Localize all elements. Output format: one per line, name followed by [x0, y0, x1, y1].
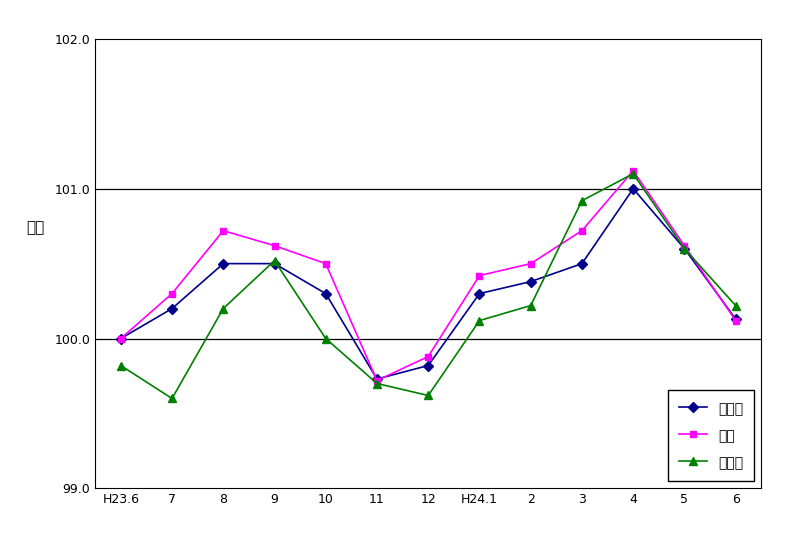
松阪市: [423, 392, 433, 399]
津市: [116, 335, 125, 342]
津市: [628, 168, 638, 174]
津市: [680, 243, 689, 249]
津市: [372, 377, 381, 384]
松阪市: [219, 305, 228, 312]
三重県: [372, 376, 381, 382]
松阪市: [526, 302, 535, 309]
三重県: [219, 260, 228, 267]
津市: [731, 317, 741, 324]
三重県: [116, 335, 125, 342]
三重県: [475, 290, 485, 297]
三重県: [167, 305, 177, 312]
三重県: [577, 260, 587, 267]
松阪市: [628, 170, 638, 177]
津市: [475, 273, 485, 279]
津市: [526, 260, 535, 267]
Line: 津市: 津市: [117, 167, 739, 384]
三重県: [628, 185, 638, 192]
三重県: [680, 245, 689, 252]
三重県: [321, 290, 331, 297]
津市: [167, 290, 177, 297]
三重県: [423, 362, 433, 369]
津市: [423, 353, 433, 360]
三重県: [526, 278, 535, 285]
Line: 松阪市: 松阪市: [117, 169, 740, 403]
三重県: [731, 316, 741, 322]
Text: 指数: 指数: [26, 220, 44, 235]
津市: [577, 228, 587, 234]
松阪市: [167, 395, 177, 402]
三重県: [270, 260, 279, 267]
津市: [270, 243, 279, 249]
松阪市: [577, 198, 587, 204]
松阪市: [475, 317, 485, 324]
松阪市: [321, 335, 331, 342]
津市: [321, 260, 331, 267]
松阪市: [731, 302, 741, 309]
松阪市: [270, 258, 279, 264]
松阪市: [372, 380, 381, 387]
松阪市: [680, 245, 689, 252]
Line: 三重県: 三重県: [117, 185, 739, 382]
津市: [219, 228, 228, 234]
松阪市: [116, 362, 125, 369]
Legend: 三重県, 津市, 松阪市: 三重県, 津市, 松阪市: [668, 390, 754, 481]
